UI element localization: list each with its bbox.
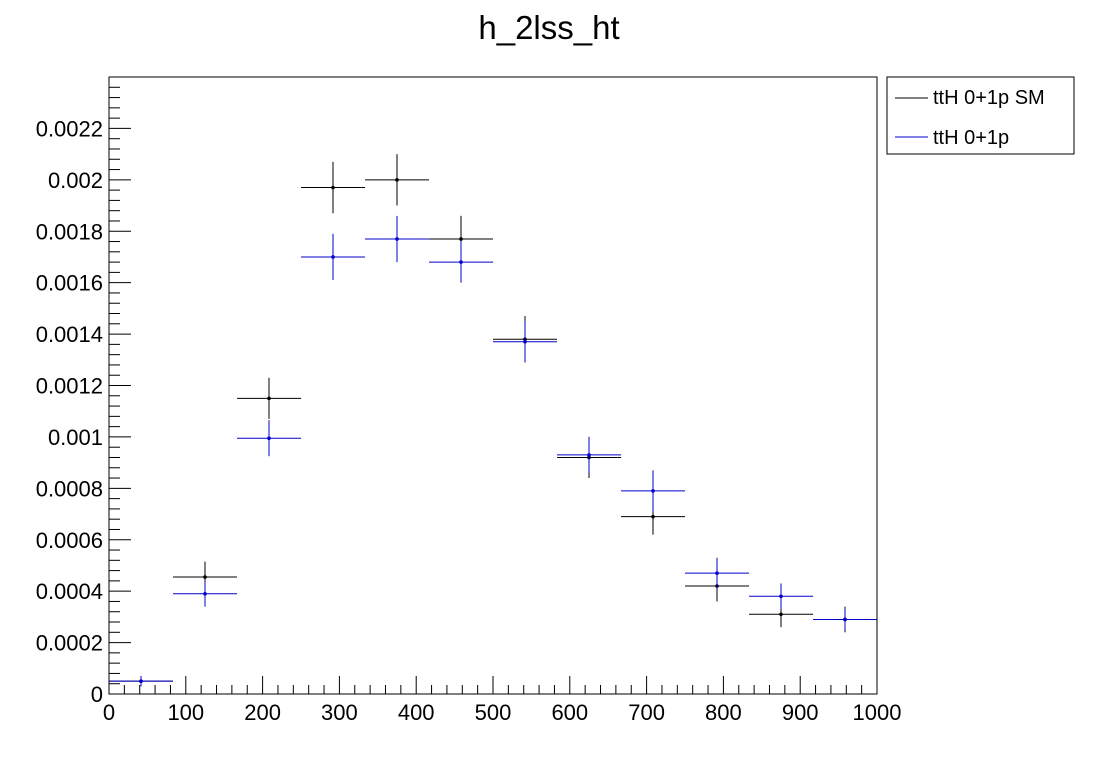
data-point xyxy=(331,185,335,190)
y-tick-label: 0 xyxy=(91,682,103,707)
y-tick-label: 0.0012 xyxy=(36,374,103,399)
y-tick-label: 0.0008 xyxy=(36,476,103,501)
series-1 xyxy=(109,215,877,687)
x-tick-label: 0 xyxy=(103,700,115,725)
y-tick-label: 0.0014 xyxy=(36,322,103,347)
x-tick-label: 600 xyxy=(551,700,588,725)
x-tick-label: 900 xyxy=(782,700,819,725)
data-point xyxy=(459,237,463,241)
data-point xyxy=(523,339,527,344)
y-tick-label: 0.0004 xyxy=(36,579,103,604)
series-0 xyxy=(109,154,877,687)
data-point xyxy=(331,255,335,259)
y-tick-label: 0.0002 xyxy=(36,631,103,656)
x-tick-label: 1000 xyxy=(853,700,902,725)
plot-frame xyxy=(108,76,878,695)
chart-title: h_2lss_ht xyxy=(478,9,619,46)
y-tick-label: 0.002 xyxy=(48,168,103,193)
y-tick-label: 0.001 xyxy=(48,425,103,450)
x-tick-label: 100 xyxy=(167,700,204,725)
x-tick-label: 300 xyxy=(321,700,358,725)
series-layer xyxy=(109,154,877,687)
data-point xyxy=(715,571,719,575)
x-tick-label: 800 xyxy=(705,700,742,725)
data-point xyxy=(651,514,655,519)
data-point xyxy=(395,237,399,241)
data-point xyxy=(267,396,271,401)
data-point xyxy=(139,679,143,683)
axes: 0 100 200 300 400 500 600 700 800 900 1000 0 0.0002 0… xyxy=(36,76,902,725)
y-tick-label: 0.0016 xyxy=(36,271,103,296)
y-tick-label: 0.0018 xyxy=(36,219,103,244)
data-point xyxy=(651,489,655,493)
data-point xyxy=(459,260,463,264)
legend: ttH 0+1p SM ttH 0+1p xyxy=(886,76,1075,155)
x-tick-label: 400 xyxy=(398,700,435,725)
data-point xyxy=(779,594,783,599)
data-point xyxy=(203,591,207,596)
data-point xyxy=(843,617,847,622)
x-tick-label: 200 xyxy=(244,700,281,725)
legend-label-sm: ttH 0+1p SM xyxy=(933,87,1045,109)
data-point xyxy=(779,612,783,617)
data-point xyxy=(203,575,207,579)
legend-label-bsm: ttH 0+1p xyxy=(933,127,1009,149)
data-point xyxy=(395,178,399,182)
y-tick-label: 0.0006 xyxy=(36,528,103,553)
data-point xyxy=(267,436,271,441)
y-tick-label: 0.0022 xyxy=(36,116,103,141)
data-point xyxy=(587,453,591,457)
x-tick-label: 700 xyxy=(628,700,665,725)
x-tick-label: 500 xyxy=(475,700,512,725)
legend-box xyxy=(886,76,1075,155)
